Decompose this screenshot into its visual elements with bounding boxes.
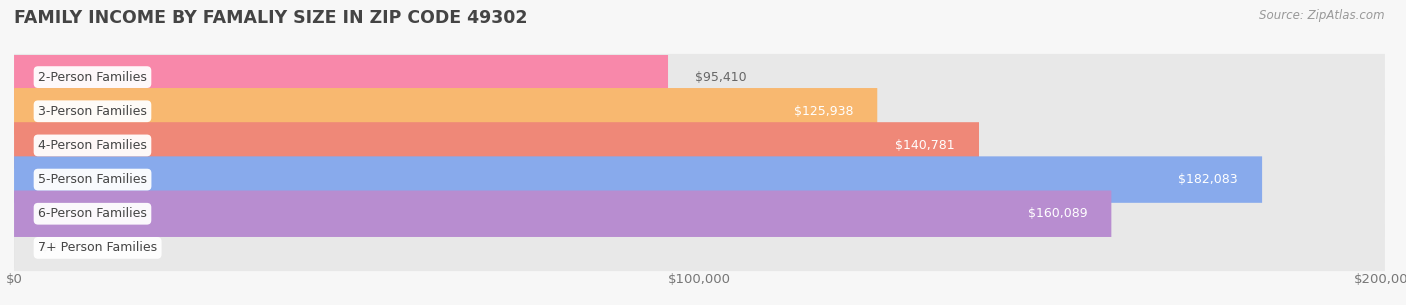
FancyBboxPatch shape	[14, 122, 1385, 169]
Text: 5-Person Families: 5-Person Families	[38, 173, 148, 186]
Text: $95,410: $95,410	[696, 70, 747, 84]
FancyBboxPatch shape	[14, 54, 1385, 100]
Text: $140,781: $140,781	[896, 139, 955, 152]
FancyBboxPatch shape	[14, 191, 1111, 237]
FancyBboxPatch shape	[14, 191, 1385, 237]
Text: 2-Person Families: 2-Person Families	[38, 70, 146, 84]
FancyBboxPatch shape	[14, 156, 1385, 203]
Text: $125,938: $125,938	[794, 105, 853, 118]
Text: $0: $0	[42, 241, 58, 254]
FancyBboxPatch shape	[14, 88, 1385, 135]
Text: Source: ZipAtlas.com: Source: ZipAtlas.com	[1260, 9, 1385, 22]
Text: 6-Person Families: 6-Person Families	[38, 207, 146, 220]
FancyBboxPatch shape	[14, 54, 668, 100]
Text: $160,089: $160,089	[1028, 207, 1087, 220]
FancyBboxPatch shape	[14, 122, 979, 169]
Text: $182,083: $182,083	[1178, 173, 1239, 186]
Text: 4-Person Families: 4-Person Families	[38, 139, 146, 152]
FancyBboxPatch shape	[14, 225, 1385, 271]
FancyBboxPatch shape	[14, 88, 877, 135]
Text: FAMILY INCOME BY FAMALIY SIZE IN ZIP CODE 49302: FAMILY INCOME BY FAMALIY SIZE IN ZIP COD…	[14, 9, 527, 27]
Text: 7+ Person Families: 7+ Person Families	[38, 241, 157, 254]
FancyBboxPatch shape	[14, 156, 1263, 203]
Text: 3-Person Families: 3-Person Families	[38, 105, 146, 118]
